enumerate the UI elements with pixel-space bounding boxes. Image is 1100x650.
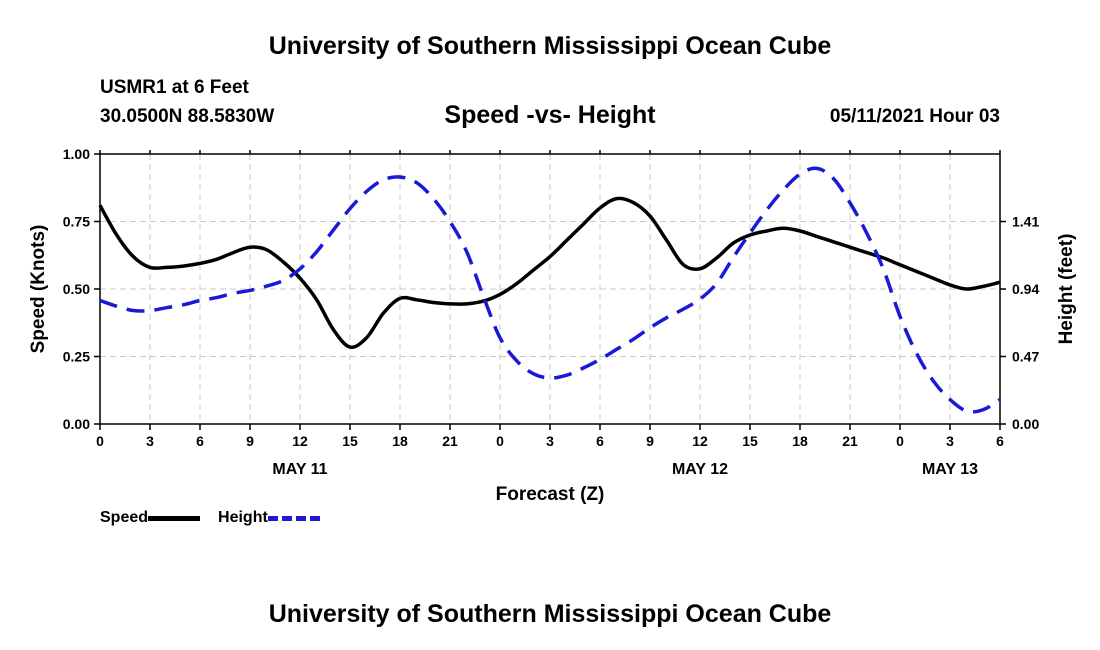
x-tick-label: 18 (792, 433, 808, 449)
x-tick-label: 0 (496, 433, 504, 449)
x-tick-label: 6 (996, 433, 1004, 449)
x-tick-label: 0 (896, 433, 904, 449)
date-label: MAY 12 (672, 461, 728, 478)
station-coordinates: 30.0500N 88.5830W (100, 106, 275, 127)
x-tick-label: 9 (646, 433, 654, 449)
y2-tick-label: 1.41 (1012, 214, 1039, 230)
x-tick-label: 0 (96, 433, 104, 449)
x-tick-label: 6 (196, 433, 204, 449)
station-label: USMR1 at 6 Feet (100, 77, 249, 98)
x-tick-label: 15 (342, 433, 358, 449)
y2-tick-label: 0.94 (1012, 281, 1039, 297)
x-tick-label: 18 (392, 433, 408, 449)
date-label: MAY 13 (922, 461, 978, 478)
chart-title: Speed -vs- Height (444, 101, 656, 129)
legend-height-label: Height (218, 509, 268, 526)
footer-title: University of Southern Mississippi Ocean… (268, 600, 832, 628)
x-tick-label: 6 (596, 433, 604, 449)
series-line-speed (98, 196, 1001, 350)
y2-tick-label: 0.47 (1012, 349, 1039, 365)
legend-height-swatch (267, 515, 320, 521)
y-tick-label: 0.75 (63, 214, 90, 230)
date-label: MAY 11 (272, 461, 327, 478)
legend-speed-swatch (148, 515, 201, 521)
y2-tick-label: 0.00 (1012, 416, 1039, 432)
y-tick-label: 1.00 (63, 146, 90, 162)
x-tick-label: 9 (246, 433, 254, 449)
x-tick-label: 3 (546, 433, 554, 449)
x-tick-label: 3 (946, 433, 954, 449)
x-tick-label: 21 (442, 433, 458, 449)
x-tick-label: 3 (146, 433, 154, 449)
y2-axis-title: Height (feet) (1056, 234, 1077, 345)
chart-legend: Speed Height (100, 509, 338, 527)
y-tick-label: 0.50 (63, 281, 90, 297)
x-tick-label: 21 (842, 433, 858, 449)
x-tick-label: 12 (292, 433, 308, 449)
y-tick-label: 0.00 (63, 416, 90, 432)
forecast-datetime: 05/11/2021 Hour 03 (829, 106, 1000, 127)
page-title: University of Southern Mississippi Ocean… (268, 32, 832, 60)
y-tick-label: 0.25 (63, 349, 90, 365)
legend-speed-label: Speed (100, 509, 149, 526)
y-axis-title: Speed (Knots) (28, 225, 49, 354)
x-tick-label: 12 (692, 433, 708, 449)
series-line-height (99, 166, 1001, 414)
x-tick-label: 15 (742, 433, 758, 449)
x-axis-title: Forecast (Z) (496, 484, 605, 505)
